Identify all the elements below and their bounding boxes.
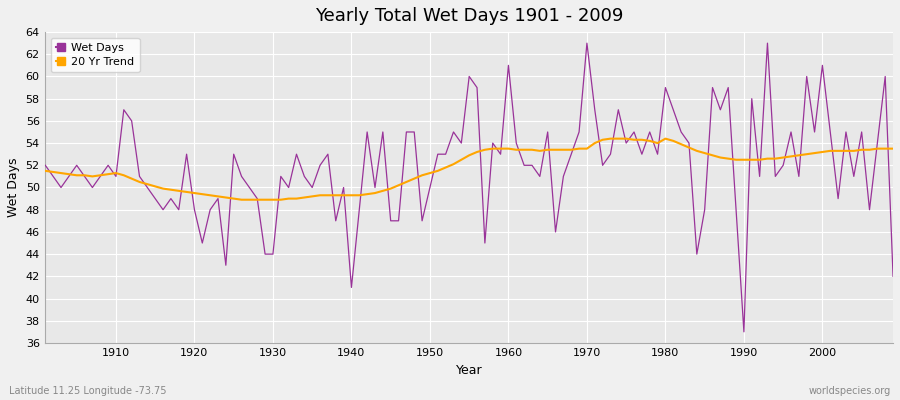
Wet Days [103,163,113,168]
Line: Wet Days: Wet Days [45,43,893,332]
20 Yr Trend [284,196,294,201]
Line: 20 Yr Trend: 20 Yr Trend [45,139,893,200]
Wet Days [503,63,514,68]
20 Yr Trend [613,136,624,141]
Text: Latitude 11.25 Longitude -73.75: Latitude 11.25 Longitude -73.75 [9,386,166,396]
Wet Days [40,163,50,168]
20 Yr Trend [103,172,113,176]
20 Yr Trend [330,193,341,198]
Legend: Wet Days, 20 Yr Trend: Wet Days, 20 Yr Trend [51,38,140,72]
Wet Days [605,152,616,156]
Y-axis label: Wet Days: Wet Days [7,158,20,217]
20 Yr Trend [605,136,616,141]
20 Yr Trend [503,146,514,151]
Wet Days [581,41,592,46]
X-axis label: Year: Year [456,364,482,377]
20 Yr Trend [511,147,522,152]
Text: worldspecies.org: worldspecies.org [809,386,891,396]
20 Yr Trend [887,146,898,151]
Wet Days [275,174,286,179]
Title: Yearly Total Wet Days 1901 - 2009: Yearly Total Wet Days 1901 - 2009 [315,7,624,25]
20 Yr Trend [236,197,247,202]
Wet Days [322,152,333,156]
Wet Days [495,152,506,156]
Wet Days [887,274,898,279]
20 Yr Trend [40,168,50,173]
Wet Days [739,330,750,334]
